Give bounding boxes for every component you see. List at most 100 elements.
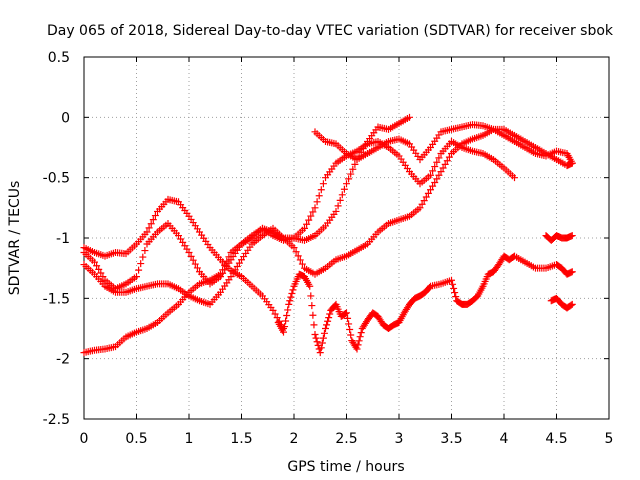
x-tick-label: 2 [290,431,299,447]
data-point-plus [99,273,107,281]
data-point-plus [294,252,302,260]
data-point-plus [313,338,321,346]
data-point-plus [281,323,289,331]
data-point-plus [95,265,103,273]
x-tick-label: 0.5 [125,431,147,447]
y-tick-label: -2 [56,352,70,368]
y-axis-label: SDTVAR / TECUs [7,181,23,296]
data-point-plus [303,220,311,228]
data-point-plus [353,345,361,353]
data-point-plus [343,180,350,188]
data-point-plus [151,212,159,220]
data-point-plus [349,165,357,173]
data-point-plus [289,286,297,294]
data-point-plus [221,262,229,270]
data-point-plus [429,167,437,175]
data-point-plus [141,247,149,255]
data-point-plus [139,253,147,261]
data-point-plus [309,311,317,319]
data-point-plus [135,266,143,274]
data-point-plus [273,314,281,322]
data-point-plus [219,266,227,274]
data-point-plus [143,228,151,236]
data-point-plus [451,289,459,297]
data-point-plus [443,157,451,165]
data-point-plus [340,185,348,193]
data-point-plus [317,186,325,194]
data-point-plus [351,160,359,168]
data-point-plus [433,175,441,183]
data-point-plus [311,331,319,339]
data-point-plus [427,186,434,194]
data-point-plus [282,317,290,325]
data-point-plus [343,309,350,317]
data-point-plus [292,248,300,256]
data-point-plus [425,283,433,291]
y-tick-label: 0.5 [48,50,70,66]
y-tick-label: 0 [61,110,70,126]
data-point-plus [420,197,428,205]
data-point-plus [416,204,424,212]
data-point-plus [568,232,576,240]
data-point-plus [145,224,153,232]
data-point-plus [568,268,576,276]
data-point-plus [296,256,304,264]
data-point-plus [435,171,443,179]
data-point-plus [298,260,306,268]
data-point-plus [568,300,576,308]
data-point-plus [448,276,455,284]
data-point-plus [431,163,439,171]
data-point-plus [435,154,443,162]
x-tick-label: 0 [80,431,89,447]
data-point-plus [317,344,325,352]
data-point-plus [301,224,308,232]
data-point-plus [429,182,437,190]
data-point-plus [338,191,346,199]
data-point-plus [422,193,430,201]
data-point-plus [310,321,318,329]
data-point-plus [290,244,298,252]
data-point-plus [439,164,447,172]
data-point-plus [441,160,449,168]
data-point-plus [285,300,293,308]
data-point-plus [149,216,157,224]
data-point-plus [97,269,105,277]
data-point-plus [288,290,296,298]
data-point-plus [347,331,355,339]
data-point-plus [319,334,327,342]
data-point-plus [315,192,323,200]
data-point-plus [284,306,292,314]
data-point-plus [318,339,326,347]
data-point-plus [133,273,140,281]
data-point-plus [306,282,314,290]
data-point-plus [427,171,434,179]
data-point-plus [357,329,365,337]
data-point-plus [341,310,349,318]
y-tick-label: -0.5 [43,171,70,187]
data-point-plus [311,204,319,212]
data-point-plus [286,297,294,305]
y-tick-label: -1.5 [43,291,70,307]
data-point-plus [189,256,197,264]
data-point-plus [187,252,195,260]
data-point-plus [326,310,334,318]
x-tick-label: 1 [185,431,194,447]
data-point-plus [345,175,353,183]
data-point-plus [217,270,224,278]
data-point-plus [191,260,199,268]
data-point-plus [355,337,363,345]
data-point-plus [336,196,344,204]
data-point-plus [323,321,331,329]
data-point-plus [324,317,332,325]
data-point-plus [313,198,321,206]
data-point-plus [269,306,277,314]
data-point-plus [223,257,231,265]
data-point-plus [334,202,342,210]
data-point-plus [450,284,458,292]
x-axis-label: GPS time / hours [287,459,404,475]
data-point-plus [137,260,145,268]
data-point-plus [424,189,432,197]
data-point-plus [346,325,354,333]
